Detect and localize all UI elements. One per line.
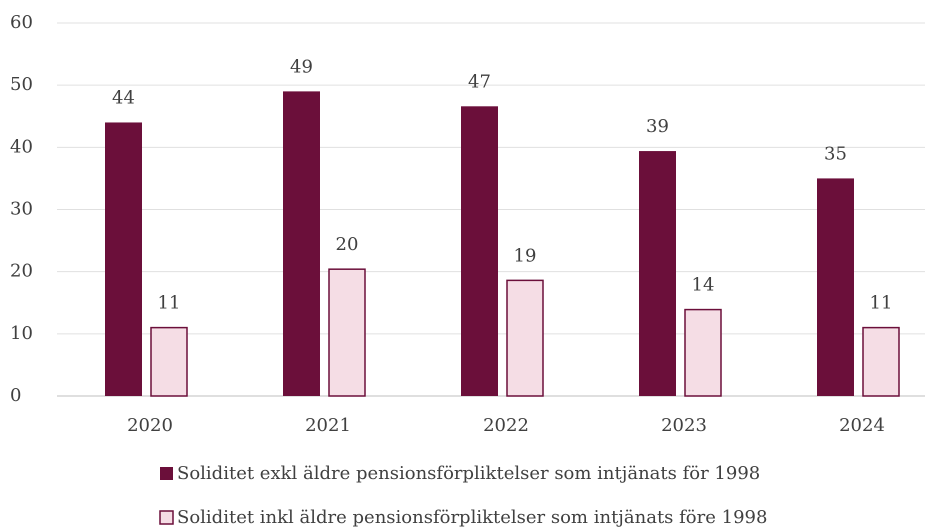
data-label: 11: [158, 293, 181, 314]
data-label: 49: [290, 56, 313, 77]
x-tick-label: 2022: [483, 415, 529, 436]
x-tick-label: 2023: [661, 415, 707, 436]
data-label: 47: [468, 71, 491, 92]
bar: [105, 122, 142, 396]
data-label: 35: [824, 143, 847, 164]
bar: [817, 178, 854, 396]
y-tick-label: 20: [10, 261, 33, 282]
x-tick-label: 2020: [127, 415, 173, 436]
bar: [862, 326, 900, 397]
y-tick-label: 10: [10, 323, 33, 344]
y-tick-label: 40: [10, 136, 33, 157]
y-tick-label: 30: [10, 199, 33, 220]
legend-label: Soliditet inkl äldre pensionsförpliktels…: [177, 507, 767, 528]
data-label: 44: [112, 87, 135, 108]
data-label: 39: [646, 116, 669, 137]
bar: [506, 279, 544, 397]
x-tick-label: 2021: [305, 415, 351, 436]
legend-swatch: [159, 510, 174, 525]
bar: [684, 308, 722, 397]
bar: [150, 326, 188, 397]
data-label: 19: [514, 245, 537, 266]
legend-swatch: [160, 467, 173, 480]
bar: [639, 151, 676, 396]
data-label: 14: [692, 275, 715, 296]
bar: [328, 268, 366, 397]
bar: [461, 106, 498, 396]
x-tick-label: 2024: [839, 415, 885, 436]
bar: [283, 91, 320, 396]
data-label: 20: [336, 234, 359, 255]
data-label: 11: [870, 293, 893, 314]
y-tick-label: 50: [10, 74, 33, 95]
legend-label: Soliditet exkl äldre pensionsförpliktels…: [177, 463, 760, 484]
y-tick-label: 60: [10, 12, 33, 33]
y-tick-label: 0: [10, 385, 21, 406]
